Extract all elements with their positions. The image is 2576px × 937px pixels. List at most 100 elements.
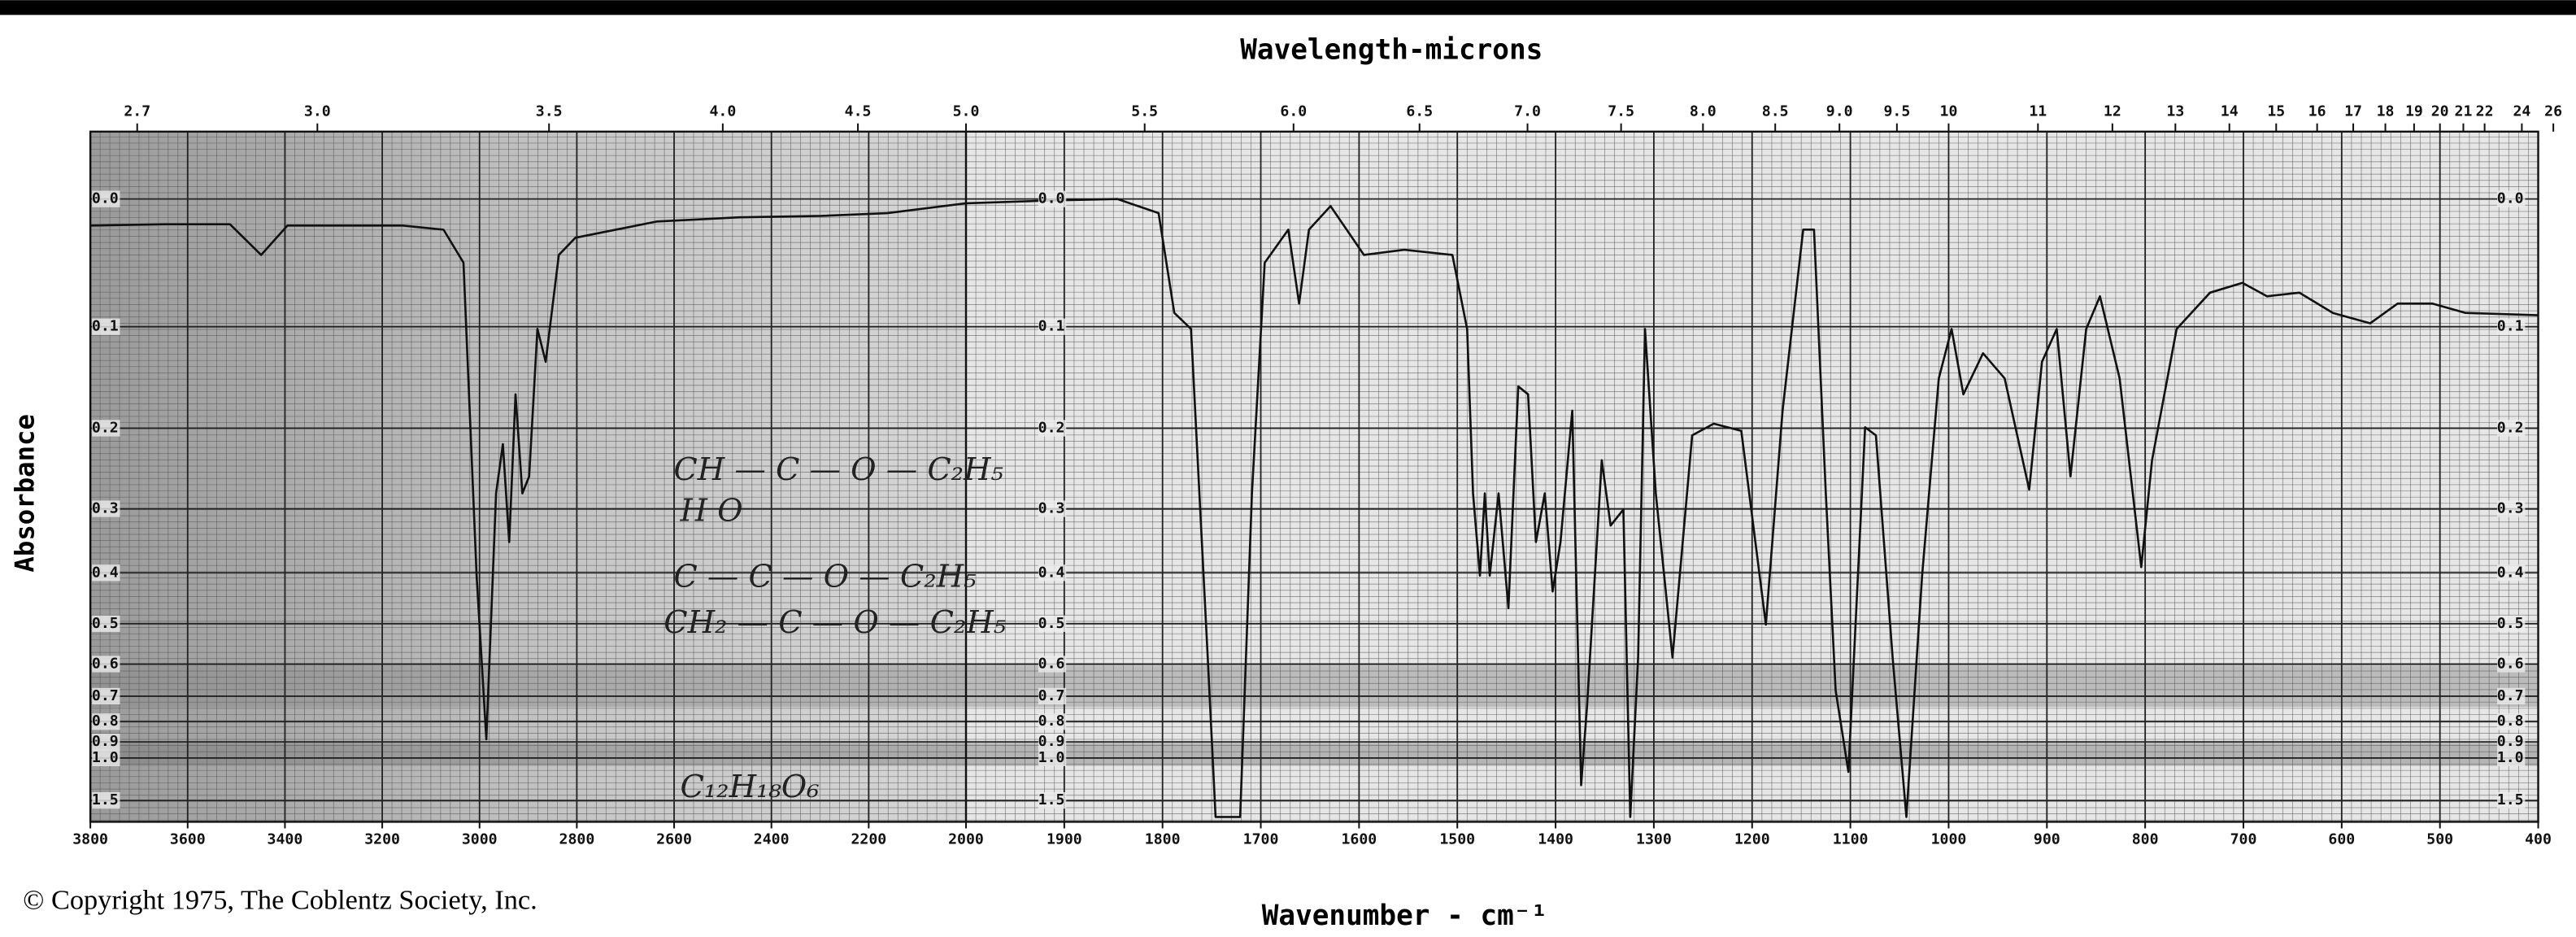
x2-tick-label: 26 (2544, 103, 2562, 120)
x2-tick-label: 8.5 (1762, 103, 1789, 120)
y-axis-label: Absorbance (9, 414, 40, 573)
tick-label-bg (1038, 749, 1067, 767)
x2-tick-label: 22 (2476, 103, 2494, 120)
tick-label-bg (92, 564, 120, 582)
scan-edge (0, 0, 2576, 15)
y-tick-label: 0.5 (2497, 615, 2524, 632)
x2-tick-label: 4.0 (709, 103, 736, 120)
y-tick-label: 0.9 (2497, 733, 2524, 750)
grid (89, 131, 2539, 822)
annotation: C — C — O — C₂H₅ (673, 558, 976, 595)
x2-tick-label: 7.5 (1608, 103, 1634, 120)
y-tick-label: 0.5 (92, 615, 119, 632)
x2-tick-label: 19 (2405, 103, 2423, 120)
x-tick-label: 1600 (1341, 831, 1377, 848)
x-tick-label: 1400 (1538, 831, 1573, 848)
tick-label-bg (1038, 318, 1067, 335)
plot (90, 198, 2539, 818)
tick-label-bg (1038, 420, 1067, 437)
spectrum-line (90, 198, 2539, 818)
y-tick-label: 0.3 (2497, 500, 2524, 517)
y-tick-label: 1.5 (2497, 791, 2524, 808)
y-tick-label: 0.9 (92, 733, 119, 750)
tick-label-bg (2497, 749, 2526, 767)
x-tick-label: 500 (2426, 831, 2453, 848)
x2-tick-label: 17 (2344, 103, 2362, 120)
y-tick-label: 0.4 (92, 564, 119, 581)
x2-tick-label: 18 (2377, 103, 2395, 120)
x-tick-label: 1500 (1439, 831, 1475, 848)
x-tick-label: 3600 (170, 831, 206, 848)
tick-label-bg (92, 420, 120, 437)
scan-band (90, 743, 2539, 766)
tick-label-bg (2497, 190, 2526, 207)
x-tick-label: 1900 (1046, 831, 1082, 848)
tick-label-bg (2497, 500, 2526, 517)
tick-label-bg (92, 500, 120, 517)
x-tick-label: 2600 (656, 831, 692, 848)
background (90, 131, 2539, 822)
x2-tick-label: 21 (2455, 103, 2473, 120)
x2-tick-label: 14 (2221, 103, 2239, 120)
chart-title: Wavelength-microns (1240, 33, 1543, 66)
x-tick-label: 700 (2230, 831, 2257, 848)
x2-tick-label: 2.7 (124, 103, 150, 120)
x2-tick-label: 16 (2308, 103, 2326, 120)
x-tick-label: 1300 (1636, 831, 1672, 848)
y-tick-label: 0.8 (2497, 713, 2524, 730)
y-tick-label: 1.0 (92, 749, 119, 766)
labels: 0.0 0.0 0.0 0.1 0.1 0.1 0.2 0.2 0.2 0.3 0.3 0.3 0.4 0… (72, 103, 2562, 848)
x2-tick-label: 20 (2431, 103, 2449, 120)
x2-tick-label: 3.0 (304, 103, 331, 120)
tick-label-bg (2497, 420, 2526, 437)
x2-tick-label: 11 (2029, 103, 2047, 120)
tick-label-bg (2497, 687, 2526, 705)
y-tick-label: 0.0 (92, 190, 119, 207)
y-tick-label: 0.9 (1038, 733, 1065, 750)
y-tick-label: 1.0 (1038, 749, 1065, 766)
tick-label-bg (92, 318, 120, 335)
y-tick-label: 0.0 (1038, 190, 1065, 207)
x2-tick-label: 4.5 (845, 103, 872, 120)
y-tick-label: 0.3 (92, 500, 119, 517)
tick-label-bg (1038, 564, 1067, 582)
tick-label-bg (2497, 734, 2526, 751)
x2-tick-label: 9.5 (1883, 103, 1910, 120)
y-tick-label: 0.2 (92, 419, 119, 436)
annotation: CH₂ — C — O — C₂H₅ (664, 604, 1006, 641)
x2-tick-label: 15 (2267, 103, 2285, 120)
x2-tick-label: 9.0 (1826, 103, 1853, 120)
y-tick-label: 1.0 (2497, 749, 2524, 766)
y-tick-label: 0.3 (1038, 500, 1065, 517)
tick-label-bg (2497, 564, 2526, 582)
x-tick-label: 1000 (1931, 831, 1967, 848)
y-tick-label: 0.7 (92, 687, 119, 704)
x-axis-label: Wavenumber - cm⁻¹ (1262, 900, 1547, 932)
tick-label-bg (92, 190, 120, 207)
copyright: © Copyright 1975, The Coblentz Society, … (23, 884, 537, 915)
x-tick-label: 1700 (1243, 831, 1279, 848)
x2-tick-label: 5.0 (953, 103, 980, 120)
x-tick-label: 400 (2525, 831, 2552, 848)
tick-label-bg (2497, 792, 2526, 809)
x-tick-label: 1200 (1734, 831, 1770, 848)
x-tick-label: 2000 (948, 831, 984, 848)
y-tick-label: 0.2 (2497, 419, 2524, 436)
x2-tick-label: 3.5 (536, 103, 563, 120)
tick-label-bg (1038, 656, 1067, 673)
tick-label-bg (92, 615, 120, 632)
x-tick-label: 2400 (754, 831, 790, 848)
y-tick-label: 0.6 (2497, 655, 2524, 672)
tick-label-bg (2497, 615, 2526, 632)
tick-label-bg (92, 792, 120, 809)
tick-label-bg (1038, 713, 1067, 730)
tick-label-bg (1038, 190, 1067, 207)
x-tick-label: 600 (2328, 831, 2355, 848)
x-tick-label: 3200 (364, 831, 400, 848)
annotation: CH — C — O — C₂H₅ (673, 451, 1003, 488)
tick-label-bg (2497, 713, 2526, 730)
tick-label-bg (1038, 792, 1067, 809)
x-tick-label: 1800 (1145, 831, 1181, 848)
y-tick-label: 0.6 (92, 655, 119, 672)
